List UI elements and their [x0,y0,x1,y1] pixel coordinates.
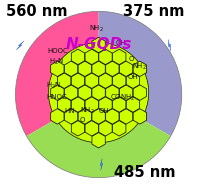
Polygon shape [85,49,98,65]
Text: 560 nm: 560 nm [6,4,67,19]
Polygon shape [100,159,103,170]
Polygon shape [71,73,85,88]
Wedge shape [27,94,171,178]
Text: CONH$_2$: CONH$_2$ [110,93,135,103]
Polygon shape [64,85,78,100]
Polygon shape [113,73,126,88]
Polygon shape [106,85,119,100]
Polygon shape [85,97,98,112]
Polygon shape [133,109,147,124]
Polygon shape [71,97,85,112]
Polygon shape [58,97,71,112]
Polygon shape [85,121,98,136]
Text: 375 nm: 375 nm [123,4,185,19]
Wedge shape [99,11,182,136]
Polygon shape [78,61,92,77]
Text: H$_2$N: H$_2$N [46,81,61,91]
Text: OH: OH [127,74,138,81]
Polygon shape [126,97,140,112]
Polygon shape [92,85,105,100]
Wedge shape [15,11,99,136]
Polygon shape [119,61,133,77]
Text: HOOC: HOOC [48,48,68,54]
Text: H$_2$N: H$_2$N [49,57,64,67]
Polygon shape [113,49,126,65]
Polygon shape [64,61,78,77]
Polygon shape [51,61,64,77]
Text: OH: OH [99,108,110,114]
Polygon shape [106,109,119,124]
Polygon shape [126,73,140,88]
Text: O: O [129,56,134,62]
Polygon shape [99,97,112,112]
Polygon shape [92,61,105,77]
Text: NH$_2$: NH$_2$ [132,62,147,72]
Polygon shape [119,85,133,100]
Text: NH$_2$: NH$_2$ [80,105,95,116]
Polygon shape [133,61,147,77]
Polygon shape [92,37,105,53]
Polygon shape [113,121,126,136]
Polygon shape [58,73,71,88]
Polygon shape [92,132,105,148]
Polygon shape [99,73,112,88]
Text: HNOC: HNOC [47,94,67,100]
Text: O: O [80,117,85,123]
Circle shape [49,43,149,143]
Polygon shape [99,121,112,136]
Polygon shape [78,109,92,124]
Polygon shape [113,97,126,112]
Polygon shape [16,41,24,50]
Text: OH: OH [116,40,127,46]
Polygon shape [51,109,64,124]
Polygon shape [92,109,105,124]
Polygon shape [78,85,92,100]
Polygon shape [119,109,133,124]
Polygon shape [169,40,170,51]
Polygon shape [99,49,112,65]
Polygon shape [64,109,78,124]
Text: N-GQDs: N-GQDs [65,37,132,52]
Polygon shape [71,121,85,136]
Polygon shape [106,61,119,77]
Text: NH$_2$: NH$_2$ [89,24,104,34]
Polygon shape [133,85,147,100]
Text: HN: HN [64,108,75,114]
Polygon shape [85,73,98,88]
Polygon shape [71,49,85,65]
Polygon shape [51,85,64,100]
Text: 485 nm: 485 nm [114,165,175,180]
